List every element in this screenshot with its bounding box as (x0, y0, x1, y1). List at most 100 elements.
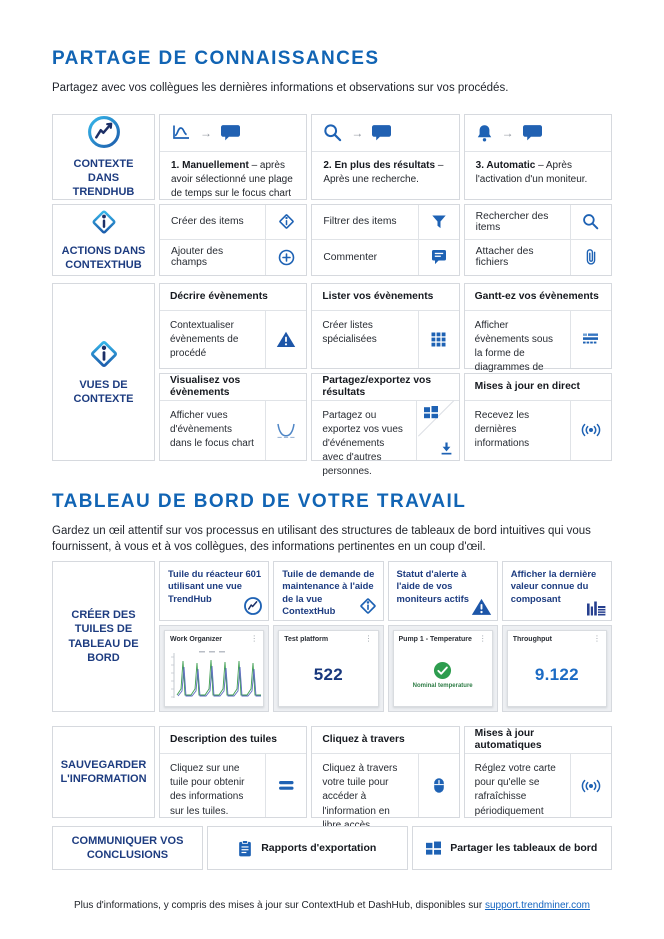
kebab-menu-icon: ⋮ (478, 634, 487, 644)
item-share-dashboards: Partager les tableaux de bord (411, 826, 612, 871)
tile-preview-pump-temperature: Pump 1 - Temperature ⋮ Nominal temperatu… (387, 625, 498, 713)
step-search-results: → 2. En plus des résultats – Après une r… (311, 113, 460, 200)
step-automatic: → 3. Automatic – Après l'activation d'un… (463, 113, 612, 200)
actions-column-3: Rechercher des items Attacher des fichie… (463, 203, 612, 276)
tile-value: 522 (313, 665, 343, 685)
step-description: – après avoir sélectionné une plage de t… (171, 159, 293, 200)
kebab-menu-icon: ⋮ (250, 634, 259, 644)
focus-chart-icon (265, 400, 306, 460)
arrow-icon: → (351, 125, 364, 140)
step-automatic-text: 3. Automatic – Après l'activation d'un m… (465, 152, 611, 194)
comment-icon (372, 124, 392, 141)
download-icon (440, 442, 453, 455)
feature-body: Cliquez sur une tuile pour obtenir des i… (170, 763, 245, 817)
action-search-items: Rechercher des items (465, 204, 611, 240)
tile-title: Throughput (512, 635, 553, 643)
row-header-communiquer: COMMUNIQUER VOS CONCLUSIONS (52, 826, 203, 871)
row-header-creer-tuiles: CRÉER DES TUILES DE TABLEAU DE BORD (52, 561, 155, 713)
dashboard-tile: Test platform ⋮ 522 (278, 630, 379, 708)
tile-heading-last-value: Afficher la dernière valeur connue du co… (501, 561, 612, 622)
action-attach-files: Attacher des fichiers (464, 239, 611, 275)
action-create-items: Créer des items (160, 204, 306, 240)
tile-heading-text: Afficher la dernière valeur connue du co… (510, 568, 597, 604)
tile-preview-throughput: Throughput ⋮ 9.122 (501, 625, 612, 713)
tile-heading-text: Tuile du réacteur 601 utilisant une vue … (168, 568, 262, 604)
comment-icon (522, 124, 542, 141)
feature-tile-description: Description des tuiles Cliquez sur une t… (159, 726, 308, 819)
feature-body: Afficher évènements sous la forme de dia… (474, 319, 554, 388)
bell-icon (476, 124, 493, 142)
kebab-menu-icon: ⋮ (364, 634, 373, 644)
section-title-knowledge-sharing: PARTAGE DE CONNAISSANCES (52, 48, 380, 69)
tile-heading-maintenance: Tuile de demande de maintenance à l'aide… (273, 561, 384, 622)
actions-column-2: Filtrer des items Commenter (311, 203, 460, 276)
feature-list-events: Lister vos évènements Créer listes spéci… (311, 282, 460, 369)
dashboard-tile: Pump 1 - Temperature ⋮ Nominal temperatu… (392, 630, 493, 708)
item-export-reports: Rapports d'exportation (207, 826, 408, 871)
table-context-views: VUES DE CONTEXTE Décrire évènements Cont… (52, 282, 612, 478)
step-description: – Après une recherche. (323, 159, 444, 185)
row-header-label: SAUVEGARDER L'INFORMATION (60, 758, 147, 786)
comment-box-icon (417, 240, 459, 275)
feature-body: Recevez les dernières informations (474, 409, 530, 450)
feature-heading: Lister vos évènements (312, 284, 459, 311)
share-export-icon (415, 400, 459, 460)
alert-triangle-icon (265, 310, 306, 368)
action-label: Filtrer des items (323, 216, 397, 228)
row-header-label: CRÉER DES TUILES DE TABLEAU DE BORD (68, 608, 139, 664)
live-broadcast-icon (569, 400, 611, 460)
step-description: – Après l'activation d'un moniteur. (475, 159, 588, 185)
tile-title: Work Organizer (170, 635, 222, 643)
tile-title: Test platform (284, 635, 329, 643)
action-filter-items: Filtrer des items (312, 204, 459, 240)
action-label: Ajouter des champs (171, 246, 224, 269)
kebab-menu-icon: ⋮ (593, 634, 601, 644)
footer-support-link[interactable]: support.trendminer.com (484, 900, 591, 912)
tile-status-label: Nominal temperature (412, 683, 473, 690)
action-label: Rechercher des items (475, 210, 549, 233)
contexthub-diamond-icon (87, 337, 121, 371)
table-context-actions: CONTEXTE DANS TRENDHUB → 1. Manuellement… (52, 113, 612, 276)
section-intro-knowledge-sharing: Partagez avec vos collègues les dernière… (52, 82, 509, 94)
page-footer: Plus d'informations, y compris des mises… (52, 900, 612, 911)
clipboard-icon (238, 839, 252, 857)
step-label: 2. En plus des résultats (323, 159, 436, 171)
mouse-icon (417, 754, 459, 818)
action-add-fields: Ajouter des champs (160, 239, 307, 275)
actions-column-1: Créer des items Ajouter des champs (159, 203, 308, 276)
factory-icon (586, 601, 606, 616)
feature-describe-events: Décrire évènements Contextualiser évènem… (159, 282, 308, 369)
tile-heading-reactor: Tuile du réacteur 601 utilisant une vue … (159, 561, 270, 622)
feature-body: Partagez ou exportez vos vues d'événemen… (322, 409, 403, 478)
feature-heading: Mises à jour automatiques (464, 727, 611, 755)
contexthub-item-icon (265, 204, 306, 240)
table-save-information: SAUVEGARDER L'INFORMATION Description de… (52, 726, 612, 831)
feature-visualize-events: Visualisez vos évènements Afficher vues … (159, 372, 308, 461)
step-manual-text: 1. Manuellement – après avoir sélectionn… (160, 152, 306, 209)
feature-body: Réglez votre carte pour qu'elle se rafra… (474, 763, 556, 817)
feature-gantt-events: Gantt-ez vos évènements Afficher évèneme… (463, 282, 612, 388)
step-manual: → 1. Manuellement – après avoir sélectio… (159, 113, 308, 200)
contexthub-diamond-icon (358, 596, 378, 616)
feature-share-export: Partagez/exportez vos résultats Partagez… (311, 372, 460, 478)
feature-heading: Mises à jour en direct (464, 374, 611, 401)
grid-icon (417, 310, 459, 368)
add-circle-icon (265, 240, 306, 275)
dashboard-tile: Throughput ⋮ 9.122 (506, 630, 607, 708)
footer-text: Plus d'informations, y compris des mises… (73, 900, 485, 912)
paperclip-icon (569, 240, 611, 275)
feature-heading: Description des tuiles (160, 727, 307, 755)
trend-chart-icon (171, 124, 191, 141)
filter-funnel-icon (417, 204, 459, 240)
item-label: Partager les tableaux de bord (450, 842, 598, 855)
row-header-vues-de-contexte: VUES DE CONTEXTE (52, 282, 155, 461)
step-search-icons: → (312, 115, 459, 152)
step-automatic-icons: → (464, 115, 611, 152)
step-label: 3. Automatic (475, 159, 536, 171)
feature-heading: Décrire évènements (160, 284, 307, 311)
check-circle-icon (433, 661, 452, 680)
tile-preview-work-organizer: Work Organizer ⋮ (159, 625, 270, 713)
tile-value: 9.122 (534, 665, 579, 685)
action-label: Attacher des fichiers (475, 246, 534, 269)
search-icon (569, 204, 611, 240)
